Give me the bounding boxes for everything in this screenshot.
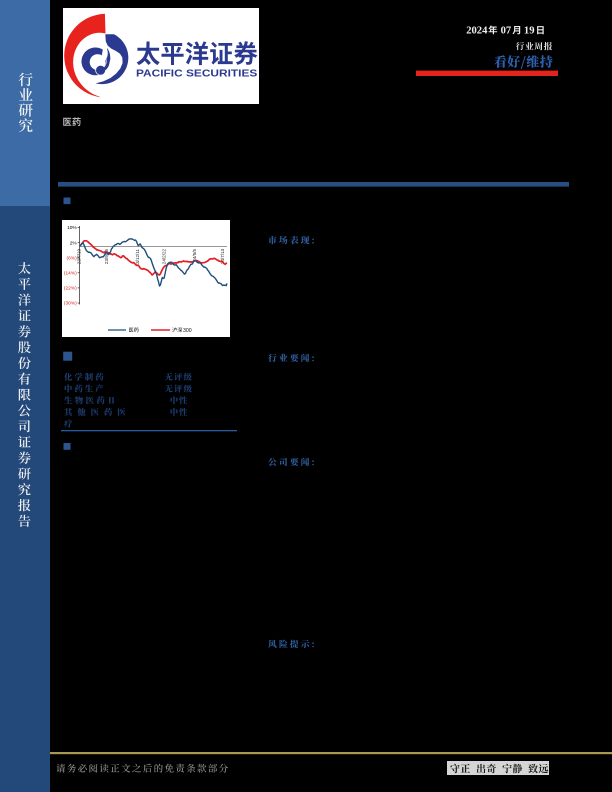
- svg-text:23/12/11: 23/12/11: [135, 248, 140, 266]
- svg-text:(22%): (22%): [64, 286, 77, 292]
- svg-text:300: 300: [183, 328, 192, 334]
- svg-text:19: 19: [524, 26, 535, 37]
- svg-text:(30%): (30%): [64, 301, 77, 307]
- svg-text:24/7/13: 24/7/13: [220, 248, 225, 264]
- svg-text:23/9/25: 23/9/25: [104, 248, 109, 264]
- svg-text:(6%): (6%): [67, 255, 78, 261]
- svg-text:(14%): (14%): [64, 271, 77, 277]
- svg-text:23/7/19: 23/7/19: [77, 248, 82, 264]
- svg-text:24/5/5: 24/5/5: [192, 248, 197, 261]
- svg-text:07: 07: [501, 26, 512, 37]
- svg-text:2024: 2024: [466, 26, 488, 37]
- svg-text:10%: 10%: [67, 225, 77, 231]
- svg-text:24/2/22: 24/2/22: [162, 248, 167, 264]
- svg-text:PACIFIC SECURITIES: PACIFIC SECURITIES: [136, 69, 257, 80]
- svg-text:2%: 2%: [70, 240, 78, 246]
